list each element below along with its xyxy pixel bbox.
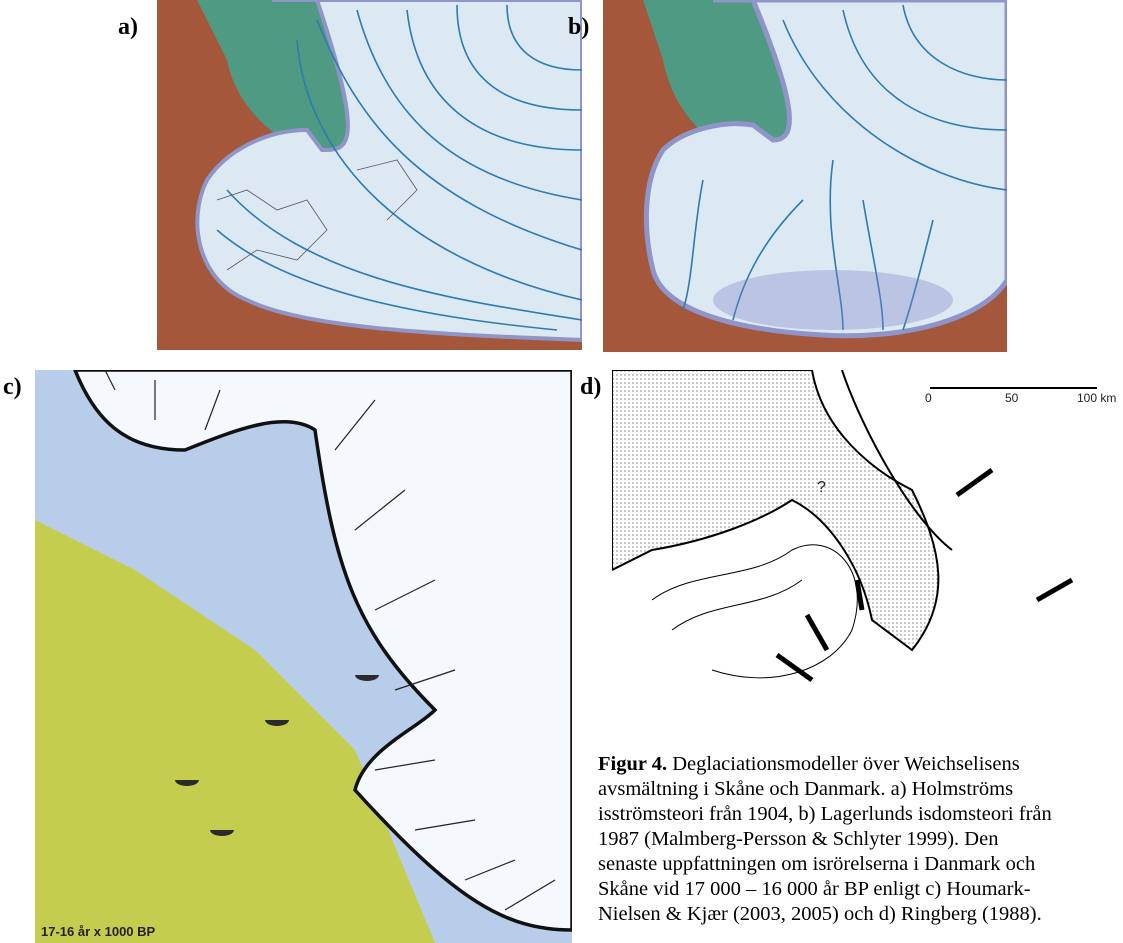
page: a) b) c) 17-16 år x 1000 BP d) 0 50 10	[0, 0, 1123, 943]
caption-line: isströmsteori från 1904, b) Lagerlunds i…	[598, 802, 1123, 827]
caption-text: Deglaciationsmodeller över Weichselisens	[672, 753, 1020, 775]
map-c: 17-16 år x 1000 BP	[35, 370, 572, 943]
figure-caption: Figur 4. Deglaciationsmodeller över Weic…	[598, 752, 1123, 927]
map-d: 0 50 100 km ?	[612, 370, 1123, 718]
annotation: ?	[817, 479, 826, 496]
caption-title: Figur 4.	[598, 753, 667, 775]
scale-label: 100 km	[1077, 391, 1116, 405]
panel-label: d)	[580, 374, 601, 401]
scale-label: 50	[1005, 391, 1019, 405]
map-a	[157, 0, 582, 350]
panel-label: c)	[3, 374, 22, 401]
map-b	[603, 0, 1007, 352]
caption-line: Figur 4. Deglaciationsmodeller över Weic…	[598, 752, 1123, 777]
caption-line: avsmältning i Skåne och Danmark. a) Holm…	[598, 777, 1123, 802]
caption-line: Skåne vid 17 000 – 16 000 år BP enligt c…	[598, 877, 1123, 902]
caption-line: 1987 (Malmberg-Persson & Schlyter 1999).…	[598, 827, 1123, 852]
panel-label: a)	[118, 14, 138, 41]
map-caption: 17-16 år x 1000 BP	[41, 924, 156, 939]
panel-label: b)	[568, 14, 589, 41]
caption-line: senaste uppfattningen om isrörelserna i …	[598, 852, 1123, 877]
caption-line: Nielsen & Kjær (2003, 2005) och d) Ringb…	[598, 902, 1123, 927]
scale-label: 0	[925, 391, 932, 405]
